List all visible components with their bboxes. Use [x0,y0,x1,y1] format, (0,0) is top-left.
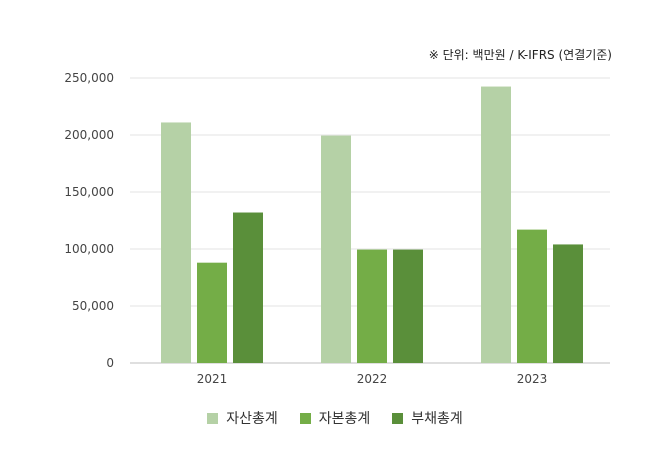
x-axis: 2021 2022 2023 [197,372,548,386]
bar-2023-0 [481,86,511,364]
bars [161,86,583,364]
legend-item: 자산총계 [207,408,278,428]
y-tick-label: 200,000 [64,128,114,142]
bar-2023-1 [517,229,547,363]
bar-2021-0 [161,122,191,364]
x-tick-label: 2021 [197,372,228,386]
bar-chart: 0 50,000 100,000 150,000 200,000 250,000 2021… [64,71,610,386]
bar-2022-0 [321,135,351,363]
legend-label: 부채총계 [411,411,463,427]
y-tick-label: 50,000 [72,299,114,313]
bar-2021-1 [197,262,227,363]
x-tick-label: 2023 [517,372,548,386]
legend-item: 부채총계 [392,408,463,428]
legend-label: 자산총계 [226,411,278,427]
x-tick-label: 2022 [357,372,388,386]
y-axis: 0 50,000 100,000 150,000 200,000 250,000 [64,71,114,370]
bar-2021-2 [233,212,263,363]
legend-item: 자본총계 [299,408,371,428]
unit-note: ※ 단위: 백만원 / K-IFRS (연결기준) [428,48,612,62]
y-tick-label: 0 [106,356,114,370]
legend-swatch [299,412,311,424]
bar-2023-2 [553,244,583,363]
bar-2022-1 [357,249,387,363]
bar-2022-2 [393,249,423,363]
legend-label: 자본총계 [318,411,371,427]
legend-swatch [207,412,219,424]
y-tick-label: 150,000 [64,185,114,199]
legend-swatch [392,412,404,424]
y-tick-label: 100,000 [64,242,114,256]
legend: 자산총계 자본총계 부채총계 [0,408,670,428]
y-tick-label: 250,000 [64,71,114,85]
